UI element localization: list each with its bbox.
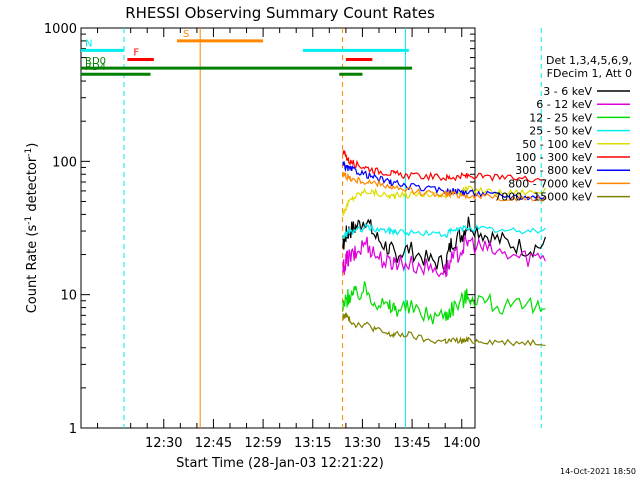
y-axis-label-sup1: -1 [24,216,34,225]
series-line-3-post [342,222,546,240]
legend-entry-label: 50 - 100 keV [522,138,592,151]
y-tick-label: 1000 [44,22,77,37]
x-tick-label: 13:15 [294,436,331,451]
series-line-6-post [342,160,546,201]
chart-title: RHESSI Observing Summary Count Rates [125,4,435,22]
x-tick-label: 13:45 [393,436,430,451]
legend-entry-label: 6 - 12 keV [536,98,592,111]
x-tick-label: 13:30 [344,436,381,451]
flag-label-rd0: RD0 [85,56,106,67]
x-tick-label: 12:59 [244,436,281,451]
flag-label-n: N [85,38,92,49]
y-axis-label-main: Count Rate (s [25,225,40,314]
legend-entry-label: 800 - 7000 keV [508,177,592,190]
series-line-1-post [342,234,546,278]
legend-header-2: FDecim 1, Att 0 [547,67,632,80]
y-axis-label: Count Rate (s-1 detector-1) [24,143,40,314]
series-line-4-post [342,185,546,217]
series-lines [342,150,546,347]
series-line-7-post [342,171,546,202]
legend-entry-label: 3 - 6 keV [543,85,592,98]
y-axis-label-mid: detector [25,156,40,216]
x-tick-label: 12:30 [145,436,182,451]
series-line-5-post [342,150,546,183]
flag-label-s: S [183,29,189,40]
legend-header-1: Det 1,3,4,5,6,9, [546,54,632,67]
y-tick-label: 10 [60,289,77,304]
y-tick-label: 100 [52,155,77,170]
time-markers [123,28,542,428]
y-axis-ticks: 1 10 100 1000 [44,22,475,437]
x-tick-label: 12:45 [195,436,232,451]
x-axis-label: Start Time (28-Jan-03 12:21:22) [176,456,384,471]
legend: Det 1,3,4,5,6,9, FDecim 1, Att 0 3 - 6 k… [494,54,632,204]
plot-frame [80,27,476,429]
flag-label-f: F [133,48,139,59]
series-line-8-post [342,312,546,347]
flag-label-rd4: RD4 [85,62,106,73]
y-tick-label: 1 [69,422,77,437]
y-axis-label-end: ) [25,143,40,148]
legend-entry-label: 25 - 50 keV [529,125,592,138]
series-line-2-post [342,281,546,325]
x-axis-ticks: 12:30 12:45 12:59 13:15 13:30 13:45 14:00 [80,28,480,451]
y-axis-label-sup2: -1 [24,148,34,157]
legend-entry-label: 100 - 300 keV [515,151,592,164]
legend-entry-label: 7000 - 15000 keV [494,191,592,204]
legend-entry-label: 300 - 800 keV [515,164,592,177]
legend-entry-label: 12 - 25 keV [529,111,592,124]
x-tick-label: 14:00 [443,436,480,451]
series-line-0-post [342,216,546,275]
footer-timestamp: 14-Oct-2021 18:50 [560,467,636,476]
